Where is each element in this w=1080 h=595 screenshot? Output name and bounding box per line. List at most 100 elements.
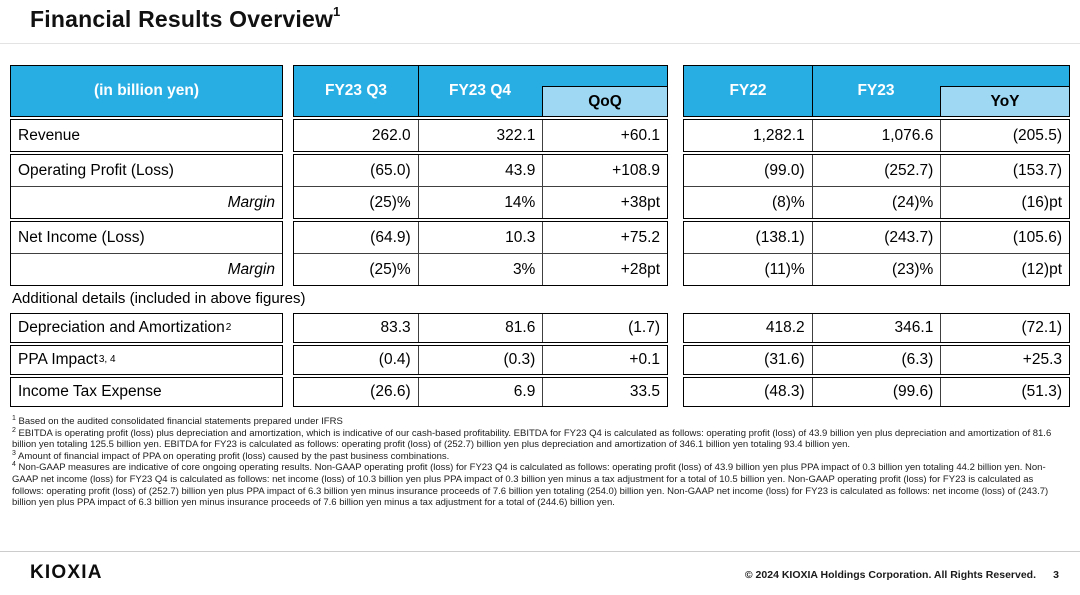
value-cell: +0.1	[542, 346, 667, 374]
value-cell: (51.3)	[940, 378, 1069, 406]
table-row: (8)% (24)% (16)pt	[684, 186, 1069, 218]
value-cell: 262.0	[371, 126, 411, 144]
value-cell: (243.7)	[811, 222, 941, 253]
value-cell: 346.1	[811, 314, 941, 342]
value-cell: (105.6)	[940, 222, 1069, 253]
value-cell: (24)%	[811, 187, 941, 218]
value-cell: (153.7)	[940, 155, 1069, 186]
footnote-marker: 3	[12, 449, 16, 457]
page-title-footnote-ref: 1	[333, 4, 341, 20]
header-fy23q4: FY23 Q4	[448, 82, 512, 99]
table-row: Net Income (Loss)	[11, 222, 282, 253]
value-cell: 418.2	[765, 319, 805, 336]
row-label: Margin	[227, 193, 275, 211]
value-cell: 10.3	[417, 222, 543, 253]
table-row: (11)% (23)% (12)pt	[684, 253, 1069, 285]
table-row-group: Net Income (Loss) Margin (64.9) 10.3 +75.2 (2…	[10, 221, 1070, 286]
table-row: 83.3 81.6 (1.7)	[294, 314, 667, 342]
year-values-column: 418.2 346.1 (72.1)	[683, 313, 1070, 343]
footnote-ref: 3, 4	[98, 353, 116, 365]
value-cell: (0.3)	[417, 346, 543, 374]
table-row: Operating Profit (Loss)	[11, 155, 282, 186]
value-cell: +108.9	[542, 155, 667, 186]
table-header-row: (in billion yen) FY23 Q3 FY23 Q4 QoQ FY2…	[10, 65, 1070, 117]
value-cell: (72.1)	[940, 314, 1069, 342]
value-cell: +60.1	[542, 120, 667, 151]
kioxia-logo: KIOXIA	[30, 562, 103, 583]
footnote-marker: 1	[12, 414, 16, 422]
year-values-column: (138.1) (243.7) (105.6) (11)% (23)% (12)pt	[683, 221, 1070, 286]
value-cell: (6.3)	[811, 346, 941, 374]
table-row: (0.4) (0.3) +0.1	[294, 346, 667, 374]
footnote-marker: 4	[12, 461, 16, 469]
value-cell: 322.1	[417, 120, 543, 151]
quarter-values-column: (65.0) 43.9 +108.9 (25)% 14% +38pt	[293, 154, 668, 219]
value-cell: (138.1)	[755, 228, 805, 246]
value-cell: 3%	[417, 254, 543, 285]
value-cell: (25)%	[369, 193, 411, 211]
value-cell: 33.5	[542, 378, 667, 406]
footnotes: 1 Based on the audited consolidated fina…	[12, 414, 1064, 509]
value-cell: 1,282.1	[752, 126, 805, 144]
footnote: 3 Amount of financial impact of PPA on o…	[12, 449, 450, 462]
value-cell: (65.0)	[370, 161, 411, 179]
table-row: (25)% 14% +38pt	[294, 186, 667, 218]
value-cell: (23)%	[811, 254, 941, 285]
value-cell: (8)%	[771, 193, 805, 211]
header-fy23q3: FY23 Q3	[324, 82, 388, 99]
value-cell: 1,076.6	[811, 120, 941, 151]
year-values-column: 1,282.1 1,076.6 (205.5)	[683, 119, 1070, 152]
quarter-header-group: FY23 Q3 FY23 Q4 QoQ	[293, 65, 668, 117]
year-values-column: (99.0) (252.7) (153.7) (8)% (24)% (16)pt	[683, 154, 1070, 219]
value-cell: (16)pt	[940, 187, 1069, 218]
value-cell: +28pt	[542, 254, 667, 285]
row-label: Income Tax Expense	[18, 383, 162, 400]
year-values-column: (31.6) (6.3) +25.3	[683, 345, 1070, 375]
value-cell: (252.7)	[811, 155, 941, 186]
row-label-column: Net Income (Loss) Margin	[10, 221, 283, 286]
footnote: 4 Non-GAAP measures are indicative of co…	[12, 461, 1049, 509]
table-row: (65.0) 43.9 +108.9	[294, 155, 667, 186]
row-label: Revenue	[18, 126, 81, 144]
quarter-values-column: 83.3 81.6 (1.7)	[293, 313, 668, 343]
table-row: (138.1) (243.7) (105.6)	[684, 222, 1069, 253]
header-yoy: YoY	[940, 86, 1069, 116]
value-cell: (31.6)	[764, 351, 805, 368]
table-row: Revenue	[11, 120, 282, 151]
row-label-column: Operating Profit (Loss) Margin	[10, 154, 283, 219]
unit-header-cell: (in billion yen)	[10, 65, 283, 117]
footer-divider	[0, 551, 1080, 552]
footnote-ref: 2	[225, 321, 232, 333]
value-cell: 43.9	[417, 155, 543, 186]
header-separator	[812, 66, 813, 116]
table-row: (48.3) (99.6) (51.3)	[684, 378, 1069, 406]
table-row: (31.6) (6.3) +25.3	[684, 346, 1069, 374]
table-row: PPA Impact 3, 4	[11, 346, 282, 374]
table-row: 262.0 322.1 +60.1	[294, 120, 667, 151]
footnote-marker: 2	[12, 426, 16, 434]
row-label-column: Depreciation and Amortization 2	[10, 313, 283, 343]
value-cell: (12)pt	[940, 254, 1069, 285]
header-fy23: FY23	[857, 82, 895, 99]
value-cell: (25)%	[369, 260, 411, 278]
value-cell: +75.2	[542, 222, 667, 253]
financial-results-table: (in billion yen) FY23 Q3 FY23 Q4 QoQ FY2…	[10, 65, 1070, 509]
table-row: (25)% 3% +28pt	[294, 253, 667, 285]
table-row: (26.6) 6.9 33.5	[294, 378, 667, 406]
table-row-group: Operating Profit (Loss) Margin (65.0) 43.9 +…	[10, 154, 1070, 219]
value-cell: +38pt	[542, 187, 667, 218]
additional-details-label: Additional details (included in above fi…	[12, 290, 306, 307]
header-fy22: FY22	[729, 82, 767, 99]
quarter-values-column: (0.4) (0.3) +0.1	[293, 345, 668, 375]
value-cell: (0.4)	[378, 351, 411, 368]
year-header-group: FY22 FY23 YoY	[683, 65, 1070, 117]
value-cell: 81.6	[417, 314, 543, 342]
table-row-group: Income Tax Expense (26.6) 6.9 33.5 (48.3) (99…	[10, 377, 1070, 407]
row-label: Margin	[227, 260, 275, 278]
table-row-group: Depreciation and Amortization 2 83.3 81.6 (1…	[10, 313, 1070, 343]
value-cell: +25.3	[940, 346, 1069, 374]
row-label-column: Income Tax Expense	[10, 377, 283, 407]
quarter-values-column: (64.9) 10.3 +75.2 (25)% 3% +28pt	[293, 221, 668, 286]
value-cell: (99.6)	[811, 378, 941, 406]
header-separator	[418, 66, 419, 116]
